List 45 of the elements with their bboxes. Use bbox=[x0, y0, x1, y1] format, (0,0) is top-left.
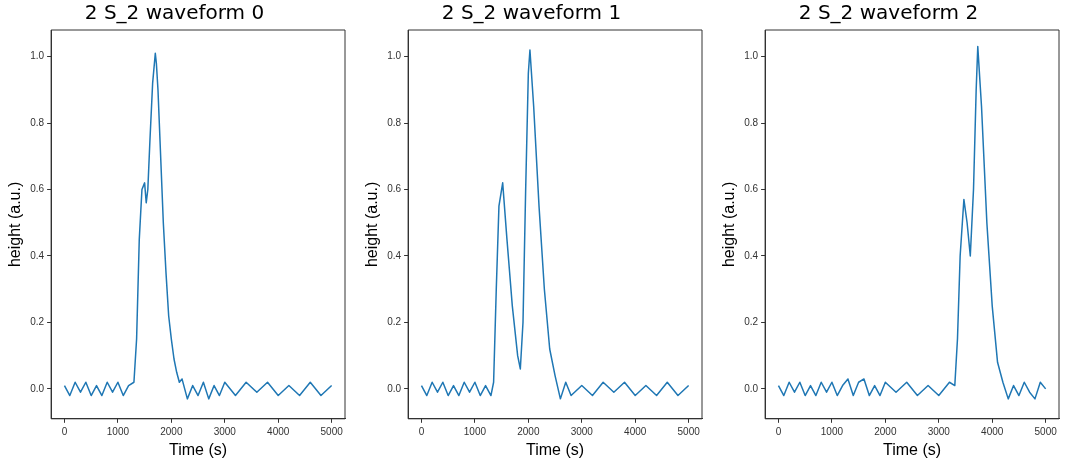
x-tick-label: 1000 bbox=[463, 425, 487, 437]
x-axis-title: Time (s) bbox=[169, 440, 228, 458]
y-axis-title: height (a.u.) bbox=[363, 181, 381, 268]
x-tick-label: 3000 bbox=[213, 425, 237, 437]
y-tick-label: 0.2 bbox=[387, 316, 402, 328]
y-tick-label: 0.8 bbox=[387, 116, 402, 128]
x-tick-label: 3000 bbox=[570, 425, 594, 437]
y-tick-label: 0.2 bbox=[744, 316, 759, 328]
y-tick-label: 0.6 bbox=[30, 183, 45, 195]
y-tick-label: 0.2 bbox=[30, 316, 45, 328]
y-tick-label: 0.6 bbox=[387, 183, 402, 195]
x-tick-label: 0 bbox=[61, 425, 68, 437]
y-tick-label: 0.8 bbox=[744, 116, 759, 128]
x-tick-label: 0 bbox=[418, 425, 425, 437]
x-tick-label: 1000 bbox=[820, 425, 844, 437]
x-axis-title: Time (s) bbox=[883, 440, 942, 458]
chart-title: 2 S_2 waveform 0 bbox=[84, 0, 265, 25]
y-tick-label: 0.8 bbox=[30, 116, 45, 128]
x-tick-label: 3000 bbox=[927, 425, 951, 437]
x-tick-label: 5000 bbox=[677, 425, 701, 437]
x-tick-label: 0 bbox=[775, 425, 782, 437]
y-tick-label: 0.0 bbox=[744, 382, 759, 394]
y-tick-label: 0.0 bbox=[30, 382, 45, 394]
x-tick-label: 2000 bbox=[874, 425, 897, 437]
x-tick-label: 4000 bbox=[624, 425, 647, 437]
y-tick-label: 0.0 bbox=[387, 382, 402, 394]
x-tick-label: 2000 bbox=[160, 425, 183, 437]
chart-title: 2 S_2 waveform 1 bbox=[441, 0, 622, 25]
x-tick-label: 5000 bbox=[1034, 425, 1058, 437]
x-tick-label: 4000 bbox=[267, 425, 290, 437]
x-axis-title: Time (s) bbox=[526, 440, 585, 458]
x-tick-label: 4000 bbox=[981, 425, 1004, 437]
y-axis-title: height (a.u.) bbox=[6, 181, 24, 268]
y-tick-label: 0.4 bbox=[30, 249, 45, 261]
x-tick-label: 2000 bbox=[517, 425, 540, 437]
chart-title: 2 S_2 waveform 2 bbox=[798, 0, 979, 25]
y-axis-title: height (a.u.) bbox=[720, 181, 738, 268]
x-tick-label: 5000 bbox=[320, 425, 344, 437]
x-tick-label: 1000 bbox=[106, 425, 130, 437]
y-tick-label: 1.0 bbox=[30, 50, 45, 62]
y-tick-label: 0.4 bbox=[744, 249, 759, 261]
y-tick-label: 1.0 bbox=[744, 50, 759, 62]
y-tick-label: 1.0 bbox=[387, 50, 402, 62]
y-tick-label: 0.6 bbox=[744, 183, 759, 195]
y-tick-label: 0.4 bbox=[387, 249, 402, 261]
